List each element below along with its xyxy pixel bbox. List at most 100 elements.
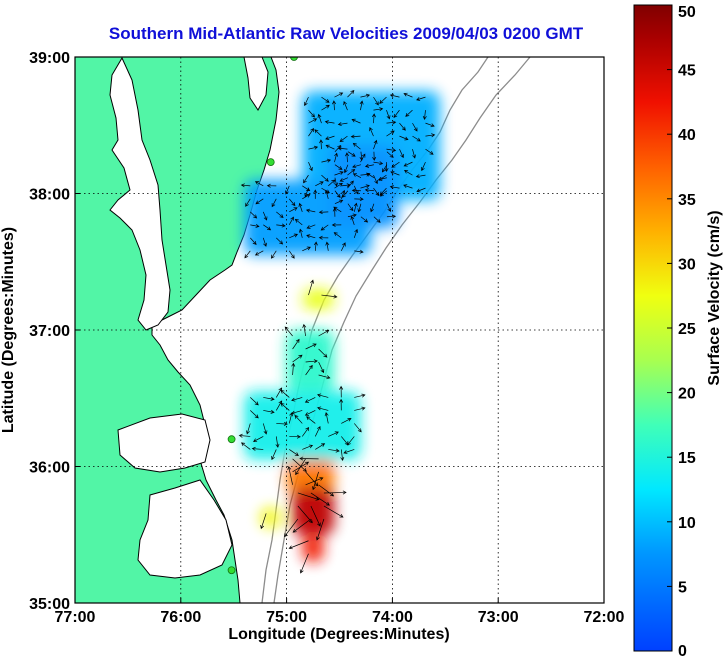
y-tick-label: 37:00 — [29, 323, 70, 340]
velocity-arrow — [288, 216, 294, 226]
velocity-arrow — [260, 513, 267, 530]
colorbar-ticks: 0 5 10 15 20 25 30 35 40 45 50 — [667, 4, 696, 659]
velocity-arrow — [302, 444, 314, 450]
velocity-arrow — [371, 113, 376, 124]
colorbar-tick-label: 50 — [678, 4, 696, 21]
velocity-arrow — [334, 182, 343, 189]
colorbar-tick-label: 40 — [678, 127, 696, 144]
velocity-arrow — [254, 250, 264, 256]
velocity-arrow — [373, 174, 378, 185]
velocity-region — [286, 330, 335, 392]
velocity-arrow — [412, 122, 418, 132]
velocity-arrow — [245, 198, 251, 207]
velocity-arrow — [364, 188, 374, 193]
velocity-arrow — [318, 235, 329, 240]
velocity-arrow — [373, 107, 384, 112]
velocity-arrow — [334, 190, 341, 198]
velocity-arrow — [250, 211, 258, 219]
velocity-arrow — [425, 133, 436, 138]
velocity-arrow — [412, 135, 421, 142]
velocity-arrow — [304, 410, 316, 416]
velocity-arrow — [266, 183, 277, 188]
velocity-vectors — [238, 90, 436, 574]
velocity-arrow — [251, 446, 264, 451]
velocity-arrow — [332, 207, 337, 217]
velocity-arrow — [321, 96, 330, 103]
velocity-arrow — [334, 92, 344, 98]
velocity-arrow — [328, 431, 339, 437]
velocity-arrow — [318, 361, 325, 374]
radar-stations — [227, 57, 298, 575]
velocity-arrow — [271, 198, 277, 208]
velocity-arrow — [310, 492, 330, 506]
velocity-arrow — [294, 414, 303, 424]
velocity-arrow — [373, 96, 379, 106]
velocity-arrow — [416, 96, 426, 101]
velocity-arrow — [350, 215, 355, 225]
velocity-arrow — [305, 477, 324, 486]
velocity-arrow — [386, 203, 392, 213]
velocity-arrow — [305, 343, 317, 350]
velocity-arrow — [377, 177, 388, 181]
velocity-arrow — [359, 151, 364, 161]
velocity-arrow — [343, 164, 349, 174]
velocity-arrow — [373, 187, 380, 197]
velocity-arrow — [334, 177, 339, 187]
velocity-arrow — [317, 406, 329, 411]
velocity-arrow — [318, 484, 335, 497]
x-tick-label: 74:00 — [372, 609, 413, 626]
y-tick-label: 36:00 — [29, 460, 70, 477]
velocity-arrow — [333, 232, 342, 239]
velocity-arrow — [324, 412, 329, 424]
velocity-arrow — [325, 135, 335, 140]
velocity-arrow — [352, 164, 362, 169]
velocity-arrow — [255, 198, 264, 205]
velocity-arrow — [246, 423, 251, 435]
velocity-arrow — [399, 135, 409, 141]
colorbar-gradient — [633, 4, 673, 652]
colorbar-tick-label: 0 — [678, 643, 687, 659]
velocity-arrow — [317, 113, 322, 124]
velocity-arrow — [391, 161, 400, 168]
colorbar-tick-label: 25 — [678, 321, 696, 338]
velocity-arrow — [334, 164, 343, 170]
velocity-arrow — [313, 189, 318, 199]
velocity-arrow — [305, 471, 319, 487]
velocity-arrow — [352, 142, 361, 150]
velocity-arrow — [328, 179, 336, 187]
velocity-arrow — [305, 359, 318, 364]
velocity-arrow — [291, 410, 303, 415]
radar-station-marker — [227, 566, 236, 575]
velocity-arrow — [347, 90, 355, 98]
y-tick-labels: 35:00 36:00 37:00 38:00 39:00 — [29, 50, 80, 613]
velocity-arrow — [321, 104, 330, 111]
velocity-arrow — [270, 250, 277, 259]
radar-station-marker — [227, 435, 236, 444]
velocity-arrow — [381, 164, 388, 173]
velocity-arrow — [340, 449, 345, 461]
velocity-arrow — [318, 210, 329, 215]
velocity-arrow — [341, 417, 352, 424]
velocity-arrow — [314, 425, 321, 437]
velocity-arrow — [276, 237, 284, 245]
velocity-arrow — [347, 203, 354, 212]
velocity-arrow — [321, 187, 330, 194]
velocity-arrow — [386, 214, 397, 219]
colorbar-tick-label: 30 — [678, 256, 696, 273]
velocity-arrow — [287, 465, 293, 485]
velocity-arrow — [305, 364, 313, 376]
velocity-arrow — [364, 163, 374, 168]
velocity-arrow — [386, 110, 391, 120]
velocity-arrow — [299, 553, 309, 574]
grid-lines — [75, 57, 604, 603]
velocity-arrow — [244, 250, 251, 259]
velocity-arrow — [353, 185, 359, 195]
velocity-arrow — [403, 184, 413, 189]
radar-station-marker — [266, 158, 275, 167]
velocity-arrow — [345, 152, 350, 163]
x-tick-label: 72:00 — [584, 609, 625, 626]
velocity-arrow — [393, 109, 400, 119]
velocity-arrow — [354, 393, 366, 398]
velocity-arrow — [321, 294, 338, 299]
velocity-arrow — [312, 471, 319, 491]
